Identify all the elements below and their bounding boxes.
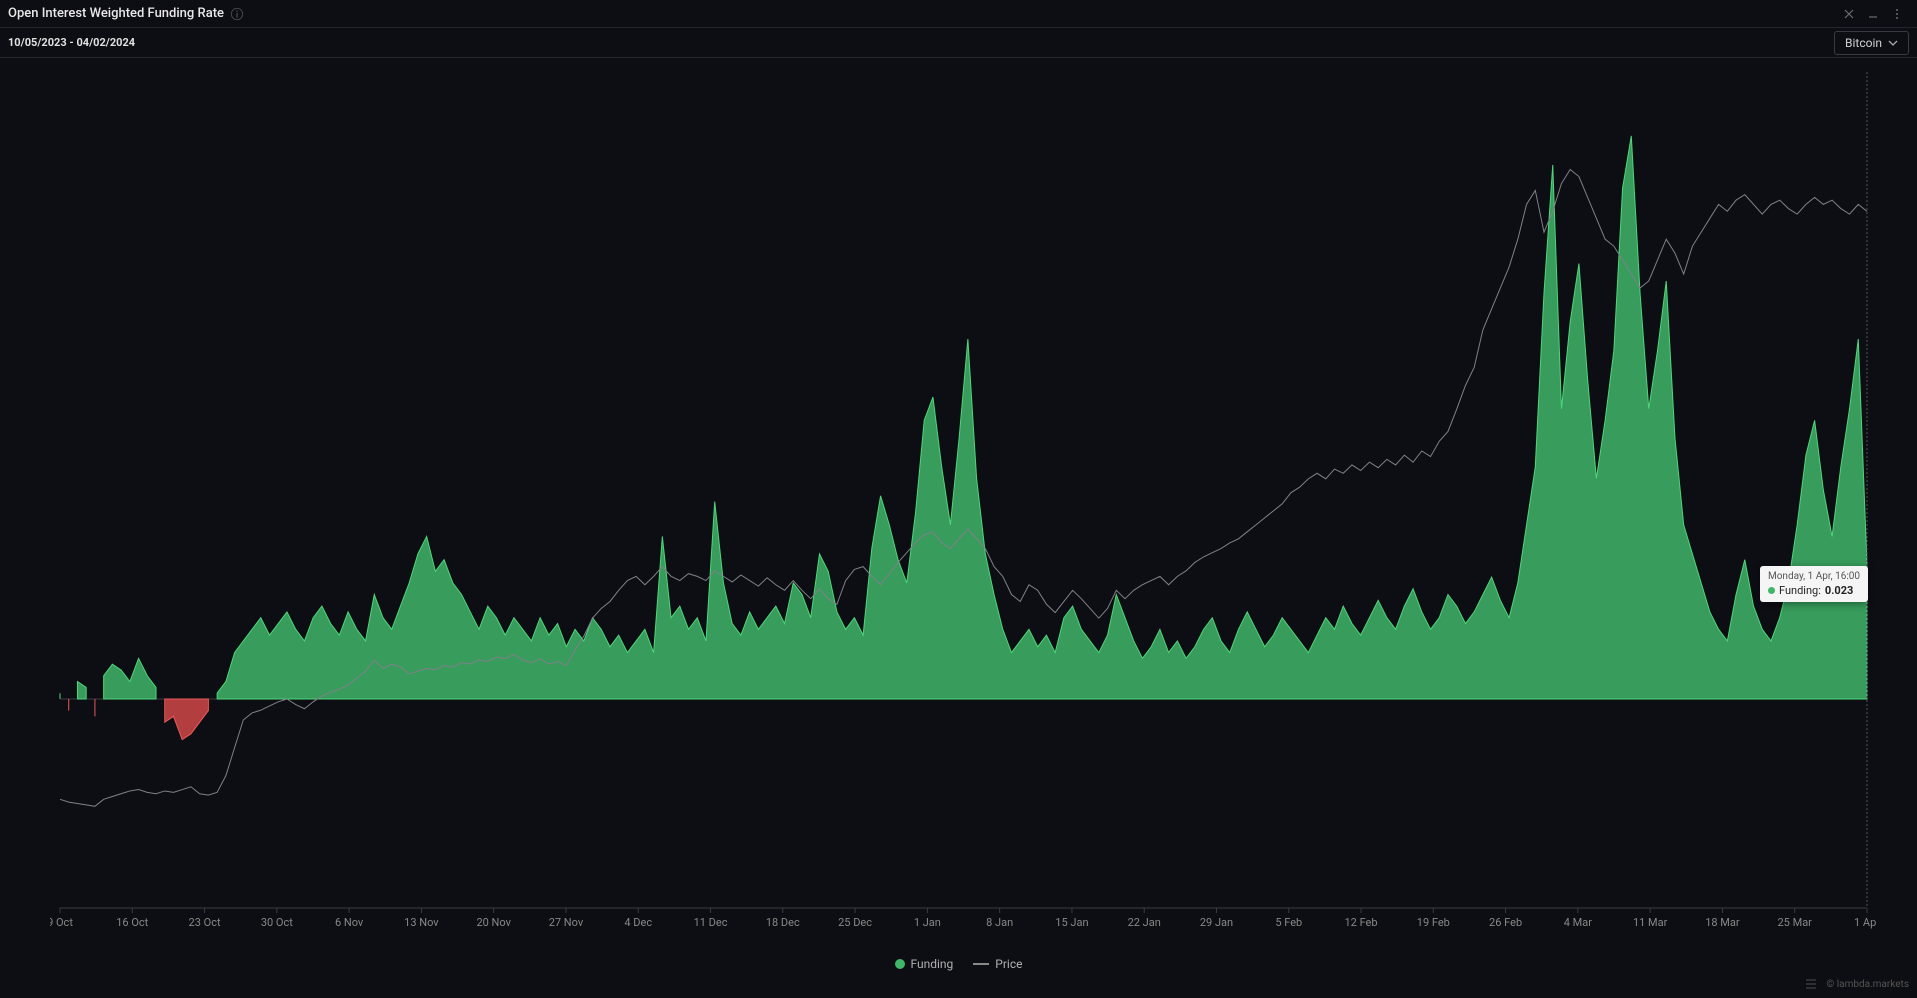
svg-text:11 Mar: 11 Mar (1633, 916, 1668, 929)
svg-text:4 Dec: 4 Dec (624, 916, 652, 929)
funding-dot-icon (895, 959, 905, 969)
svg-text:18 Mar: 18 Mar (1705, 916, 1740, 929)
svg-text:22 Jan: 22 Jan (1128, 916, 1161, 929)
svg-text:5 Feb: 5 Feb (1275, 916, 1302, 929)
svg-text:9 Oct: 9 Oct (50, 916, 73, 929)
legend-funding-label: Funding (911, 957, 954, 971)
date-range: 10/05/2023 - 04/02/2024 (8, 36, 135, 49)
legend: Funding Price (0, 953, 1917, 975)
header: Open Interest Weighted Funding Rate (0, 0, 1917, 28)
svg-text:19 Feb: 19 Feb (1417, 916, 1450, 929)
title-wrap: Open Interest Weighted Funding Rate (8, 6, 244, 21)
legend-funding[interactable]: Funding (895, 957, 954, 971)
svg-text:25 Dec: 25 Dec (838, 916, 872, 929)
svg-text:11 Dec: 11 Dec (694, 916, 728, 929)
credit-text: © lambda.markets (1826, 979, 1909, 990)
minimize-button[interactable] (1861, 4, 1885, 24)
svg-text:6 Nov: 6 Nov (335, 916, 364, 929)
svg-text:29 Jan: 29 Jan (1200, 916, 1233, 929)
info-icon[interactable] (230, 7, 244, 21)
svg-text:18 Dec: 18 Dec (766, 916, 800, 929)
chart-title: Open Interest Weighted Funding Rate (8, 6, 224, 21)
svg-text:12 Feb: 12 Feb (1345, 916, 1378, 929)
chevron-down-icon (1888, 40, 1898, 46)
hamburger-icon[interactable] (1804, 977, 1818, 991)
svg-text:1 Jan: 1 Jan (914, 916, 941, 929)
legend-price-label: Price (995, 957, 1022, 971)
svg-text:27 Nov: 27 Nov (549, 916, 584, 929)
subheader: 10/05/2023 - 04/02/2024 Bitcoin (0, 28, 1917, 58)
close-button[interactable] (1837, 4, 1861, 24)
asset-selector[interactable]: Bitcoin (1834, 31, 1909, 55)
price-line-icon (973, 963, 989, 965)
svg-text:8 Jan: 8 Jan (986, 916, 1013, 929)
chart-svg: -0.036-0.024-0.01200.0120.0240.0360.0480… (50, 64, 1877, 953)
svg-text:4 Mar: 4 Mar (1564, 916, 1592, 929)
asset-label: Bitcoin (1845, 36, 1882, 50)
svg-text:26 Feb: 26 Feb (1489, 916, 1522, 929)
chart-area[interactable]: -0.036-0.024-0.01200.0120.0240.0360.0480… (0, 58, 1917, 953)
svg-text:23 Oct: 23 Oct (189, 916, 221, 929)
svg-text:20 Nov: 20 Nov (476, 916, 511, 929)
svg-text:30 Oct: 30 Oct (261, 916, 293, 929)
footer: © lambda.markets (0, 975, 1917, 993)
svg-text:16 Oct: 16 Oct (116, 916, 148, 929)
svg-text:15 Jan: 15 Jan (1055, 916, 1088, 929)
more-button[interactable] (1885, 4, 1909, 24)
svg-text:1 Apr: 1 Apr (1854, 916, 1877, 929)
window-controls (1837, 4, 1909, 24)
legend-price[interactable]: Price (973, 957, 1022, 971)
svg-text:25 Mar: 25 Mar (1778, 916, 1813, 929)
svg-text:13 Nov: 13 Nov (404, 916, 439, 929)
